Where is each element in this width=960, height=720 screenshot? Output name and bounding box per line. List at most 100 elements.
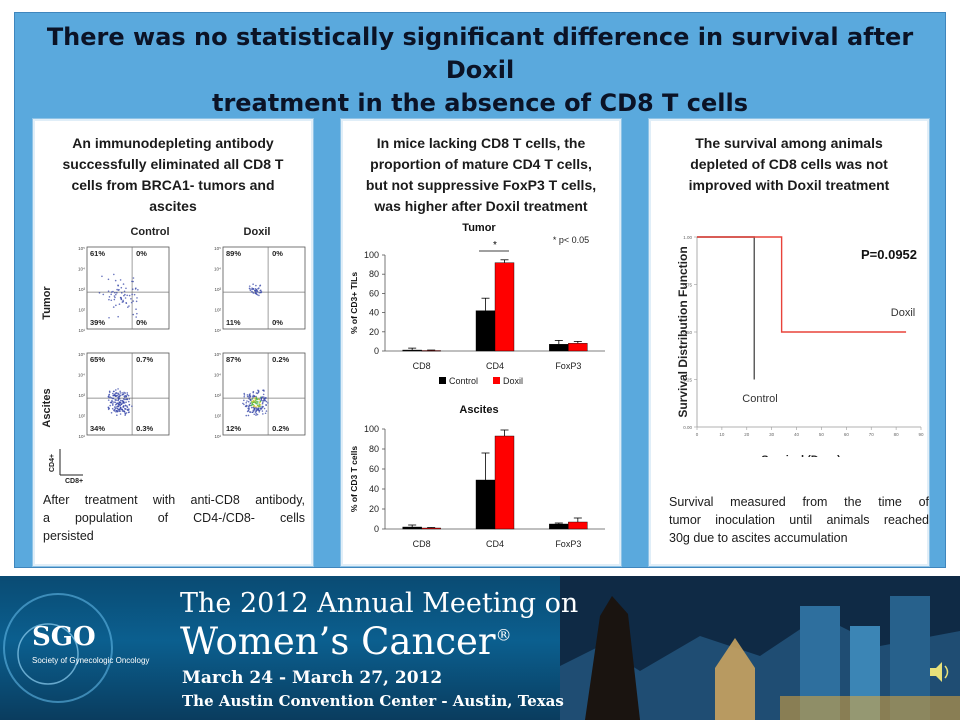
event-dot	[112, 394, 114, 397]
event-dot	[109, 396, 112, 398]
event-dot	[126, 294, 128, 297]
event-dot	[258, 403, 261, 405]
event-dot	[126, 405, 128, 407]
event-dot	[122, 398, 125, 400]
event-dot	[255, 293, 258, 296]
event-dot	[136, 312, 138, 315]
panel-1-title-line: successfully eliminated all CD8 T	[62, 156, 284, 172]
km-x-tick-label: 10	[719, 432, 725, 437]
event-dot	[256, 402, 259, 404]
axis-label-cd8: CD8+	[65, 478, 83, 485]
event-dot	[251, 411, 254, 414]
km-x-tick-label: 20	[744, 432, 750, 437]
event-dot	[265, 400, 268, 403]
event-dot	[107, 278, 110, 281]
quadrant-percent: 0%	[136, 249, 147, 258]
event-dot	[119, 410, 121, 413]
panel-3-title: The survival among animals depleted of C…	[659, 133, 919, 196]
event-dot	[109, 401, 112, 404]
event-dot	[256, 392, 259, 395]
significance-note: * p< 0.05	[553, 235, 589, 245]
event-dot	[250, 401, 253, 403]
flow-cytometry-figure: Control Doxil Tumor Ascites 10⁵ 10⁴ 10³ 10²…	[41, 226, 306, 485]
km-y-tick-label: 0.00	[683, 425, 692, 430]
event-dot	[243, 392, 246, 395]
event-dot	[250, 406, 253, 409]
y-tick-label: 80	[369, 444, 379, 454]
event-dot	[132, 313, 135, 316]
event-dot	[125, 408, 127, 410]
quadrant-percent: 0%	[272, 249, 283, 258]
event-dot	[130, 297, 132, 300]
title-line-1: There was no statistically significant d…	[46, 23, 914, 84]
event-dot	[131, 288, 134, 290]
panel-2-title: In mice lacking CD8 T cells, the proport…	[351, 133, 611, 217]
event-dot	[242, 402, 244, 405]
event-dot	[247, 405, 250, 408]
event-dot	[249, 411, 251, 413]
panel-1-title: An immunodepleting antibody successfully…	[43, 133, 303, 217]
event-dot	[259, 405, 261, 408]
event-dot	[247, 410, 250, 412]
flow-tick-label: 10⁴	[78, 373, 85, 378]
event-dot	[115, 409, 117, 412]
y-tick-label: 100	[364, 424, 379, 434]
event-dot	[131, 293, 133, 296]
event-dot	[123, 294, 125, 297]
event-dot	[261, 405, 263, 408]
panel-1-title-line: An immunodepleting antibody	[72, 135, 274, 151]
quadrant-percent: 34%	[90, 424, 105, 433]
y-tick-label: 40	[369, 308, 379, 318]
y-tick-label: 40	[369, 484, 379, 494]
event-dot	[110, 293, 112, 296]
statue-silhouette	[585, 596, 640, 720]
event-dot	[114, 393, 117, 395]
event-dot	[122, 300, 125, 303]
event-dot	[119, 399, 122, 402]
event-dot	[116, 408, 119, 410]
event-dot	[256, 404, 259, 406]
quadrant-percent: 65%	[90, 355, 105, 364]
event-dot	[251, 402, 254, 404]
event-dot	[108, 316, 110, 319]
panel-2-title-line: but not suppressive FoxP3 T cells,	[365, 177, 597, 193]
event-dot	[119, 406, 122, 409]
event-dot	[128, 403, 131, 406]
row-label-ascites: Ascites	[41, 388, 53, 427]
speaker-icon[interactable]	[930, 662, 949, 682]
legend-swatch-doxil	[493, 377, 500, 384]
event-dot	[114, 296, 116, 299]
event-dot	[252, 401, 255, 404]
event-dot	[116, 288, 118, 291]
event-dot	[115, 304, 117, 307]
event-dot	[114, 401, 117, 404]
event-dot	[125, 396, 128, 398]
event-dot	[122, 283, 125, 285]
p-value: P=0.0952	[861, 247, 917, 262]
event-dot	[113, 409, 115, 412]
event-dot	[248, 397, 250, 400]
x-tick-label: FoxP3	[555, 361, 581, 371]
event-dot	[264, 399, 267, 402]
caption-line: Survival measured from the time of	[669, 495, 929, 509]
km-x-tick-label: 60	[844, 432, 850, 437]
event-dot	[261, 406, 264, 409]
event-dot	[243, 395, 246, 398]
event-dot	[245, 404, 248, 407]
event-dot	[101, 275, 103, 278]
event-dot	[254, 398, 257, 401]
flow-tick-label: 10⁵	[78, 246, 85, 251]
km-series-label-doxil: Doxil	[891, 307, 915, 319]
event-dot	[255, 398, 258, 400]
flow-tick-label: 10⁴	[214, 373, 221, 378]
km-curve-doxil	[697, 236, 907, 333]
event-dot	[122, 400, 125, 403]
flow-plot-frame	[86, 352, 170, 436]
legend-swatch-control	[439, 377, 446, 384]
flow-plot-frame	[86, 246, 170, 330]
event-dot	[118, 303, 121, 305]
event-dot	[124, 394, 127, 397]
event-dot	[112, 306, 115, 308]
event-dot	[255, 414, 257, 416]
bar-control	[549, 523, 569, 530]
